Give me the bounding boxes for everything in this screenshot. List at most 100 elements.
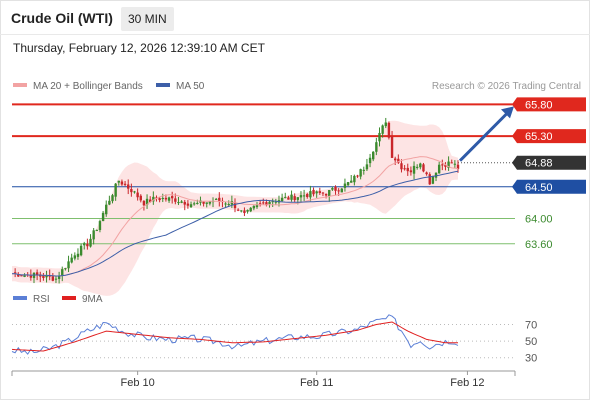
candle-body bbox=[186, 203, 190, 206]
candle-body bbox=[114, 183, 117, 197]
candle-body bbox=[437, 164, 441, 174]
candle-body bbox=[167, 197, 171, 201]
candle-body bbox=[309, 191, 312, 198]
candle-body bbox=[271, 201, 274, 203]
price-label-64.88: 64.88 bbox=[512, 155, 586, 170]
rsi-tick-label: 70 bbox=[525, 319, 537, 331]
candle-body bbox=[161, 197, 164, 200]
candle-body bbox=[155, 197, 158, 199]
candle-body bbox=[381, 125, 384, 134]
legend-9ma-label: 9MA bbox=[82, 294, 103, 305]
candle-body bbox=[444, 164, 447, 167]
candle-body bbox=[375, 142, 378, 152]
candle-body bbox=[86, 243, 89, 247]
candle-body bbox=[205, 202, 208, 204]
candle-body bbox=[368, 157, 372, 164]
ma50-swatch-icon bbox=[156, 83, 170, 88]
candle-body bbox=[45, 275, 48, 278]
price-label-64.00: 64.00 bbox=[525, 213, 553, 225]
candle-body bbox=[434, 172, 438, 178]
rsi-swatch-icon bbox=[13, 296, 27, 301]
candle-body bbox=[315, 191, 318, 194]
candle-body bbox=[111, 195, 114, 202]
candle-body bbox=[164, 197, 168, 200]
candle-body bbox=[202, 201, 205, 204]
candle-body bbox=[236, 209, 240, 211]
candle-body bbox=[384, 122, 387, 127]
candle-body bbox=[431, 176, 435, 184]
price-label-65.30: 65.30 bbox=[512, 129, 586, 144]
price-label-63.60: 63.60 bbox=[525, 239, 553, 251]
candle-body bbox=[192, 203, 196, 205]
candle-body bbox=[35, 272, 39, 275]
candle-body bbox=[337, 190, 340, 192]
candle-body bbox=[243, 210, 246, 214]
candle-body bbox=[306, 194, 309, 197]
candle-body bbox=[340, 188, 343, 193]
candle-body bbox=[425, 172, 428, 175]
candle-body bbox=[321, 192, 325, 194]
legend-9ma: 9MA bbox=[62, 294, 103, 305]
candle-body bbox=[403, 168, 406, 170]
target-arrow-head-icon bbox=[501, 106, 514, 119]
candle-body bbox=[258, 203, 262, 205]
candle-body bbox=[249, 207, 252, 212]
candle-body bbox=[299, 195, 303, 198]
ma9-swatch-icon bbox=[62, 296, 76, 301]
candle-body bbox=[265, 202, 268, 206]
candle-body bbox=[365, 164, 369, 170]
candle-body bbox=[393, 158, 397, 161]
candle-body bbox=[412, 165, 416, 174]
x-tick-label: Feb 12 bbox=[450, 377, 484, 389]
candle-body bbox=[101, 212, 105, 222]
candle-body bbox=[422, 164, 425, 172]
candle-body bbox=[123, 183, 127, 185]
candle-body bbox=[23, 274, 26, 277]
price-label-bg bbox=[512, 155, 586, 170]
candle-body bbox=[441, 164, 444, 166]
candle-body bbox=[400, 163, 403, 170]
candle-body bbox=[57, 276, 61, 280]
candle-body bbox=[17, 274, 20, 277]
rsi-line bbox=[11, 314, 459, 355]
legend-ma50: MA 50 bbox=[156, 81, 204, 92]
candle-body bbox=[76, 253, 80, 257]
rsi-tick-label: 50 bbox=[525, 336, 537, 348]
target-arrow-shaft bbox=[458, 111, 510, 162]
candle-body bbox=[419, 163, 422, 168]
candle-body bbox=[252, 205, 256, 209]
candle-body bbox=[362, 169, 365, 171]
candle-body bbox=[334, 186, 337, 191]
candle-body bbox=[240, 210, 243, 212]
candle-body bbox=[89, 238, 92, 247]
moving-averages bbox=[11, 106, 514, 277]
candle-body bbox=[287, 197, 290, 200]
candle-body bbox=[92, 230, 95, 240]
candle-body bbox=[174, 198, 177, 202]
candle-body bbox=[280, 197, 284, 202]
candle-body bbox=[208, 201, 212, 204]
candle-body bbox=[293, 196, 296, 201]
candle-body bbox=[183, 201, 186, 205]
candle-body bbox=[274, 201, 278, 203]
candle-body bbox=[397, 158, 400, 163]
candle-body bbox=[331, 188, 334, 190]
candle-body bbox=[230, 201, 234, 205]
candle-body bbox=[54, 278, 58, 280]
candle-body bbox=[189, 204, 193, 208]
legend-ma20-label: MA 20 + Bollinger Bands bbox=[33, 81, 143, 92]
chart-datetime: Thursday, February 12, 2026 12:39:10 AM … bbox=[13, 41, 265, 55]
candle-body bbox=[51, 275, 55, 281]
rsi-ma-line bbox=[11, 321, 458, 352]
rsi-panel: 30 50 70 bbox=[11, 314, 537, 365]
candle-body bbox=[246, 209, 249, 212]
candle-body bbox=[447, 161, 450, 168]
rsi-tick-label: 30 bbox=[525, 353, 537, 365]
level-lines bbox=[12, 103, 515, 245]
candles bbox=[13, 117, 460, 284]
candle-body bbox=[406, 167, 409, 172]
timeframe-badge[interactable]: 30 MIN bbox=[121, 7, 174, 31]
candle-body bbox=[136, 192, 139, 198]
candle-body bbox=[127, 184, 130, 189]
